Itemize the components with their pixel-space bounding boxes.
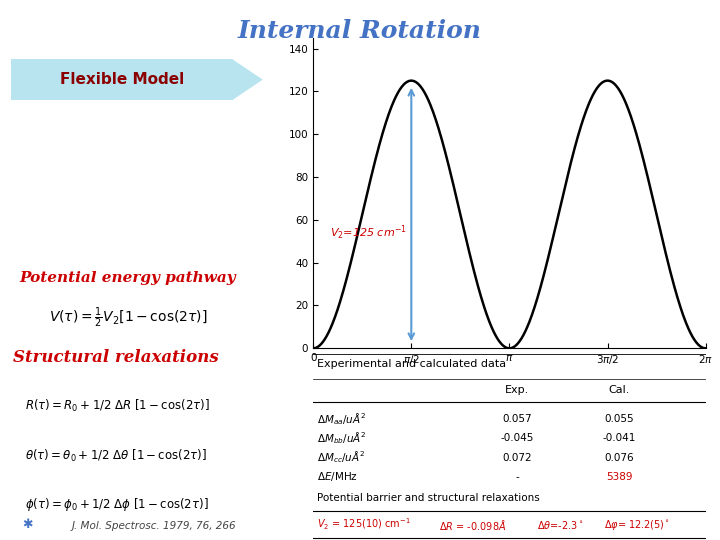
Text: $\Delta\theta$=-2.3$^\circ$: $\Delta\theta$=-2.3$^\circ$ (537, 518, 583, 531)
Text: J. Mol. Spectrosc. 1979, 76, 266: J. Mol. Spectrosc. 1979, 76, 266 (72, 521, 237, 531)
Text: Structural relaxations: Structural relaxations (13, 349, 219, 366)
Text: $\Delta\varphi$= 12.2(5)$^\circ$: $\Delta\varphi$= 12.2(5)$^\circ$ (603, 518, 670, 532)
Text: $\theta(\tau) = \theta_0 + 1/2\ \Delta\theta\ [1 - \cos(2\tau)]$: $\theta(\tau) = \theta_0 + 1/2\ \Delta\t… (25, 448, 207, 464)
Text: 0.072: 0.072 (503, 453, 532, 463)
Text: Cal.: Cal. (608, 386, 630, 395)
Text: $\Delta R$ = -0.098$\AA$: $\Delta R$ = -0.098$\AA$ (438, 518, 506, 532)
Text: $V_2$ = 125(10) cm$^{-1}$: $V_2$ = 125(10) cm$^{-1}$ (317, 517, 411, 532)
Text: Internal Rotation: Internal Rotation (238, 19, 482, 43)
Text: $R(\tau) = R_0 + 1/2\ \Delta R\ [1 - \cos(2\tau)]$: $R(\tau) = R_0 + 1/2\ \Delta R\ [1 - \co… (25, 398, 210, 414)
Text: Exp.: Exp. (505, 386, 529, 395)
Text: Potential barrier and structural relaxations: Potential barrier and structural relaxat… (317, 493, 540, 503)
Text: 5389: 5389 (606, 472, 633, 482)
Text: 0.076: 0.076 (605, 453, 634, 463)
Text: 0.057: 0.057 (503, 414, 532, 424)
Text: Potential energy pathway: Potential energy pathway (19, 271, 235, 285)
Text: $\Delta M_{bb}/u\AA^2$: $\Delta M_{bb}/u\AA^2$ (317, 430, 366, 446)
Text: $\Delta E$/MHz: $\Delta E$/MHz (317, 470, 358, 483)
Text: -: - (516, 472, 519, 482)
Text: -0.041: -0.041 (603, 434, 636, 443)
Text: $\Delta M_{cc}/u\AA^2$: $\Delta M_{cc}/u\AA^2$ (317, 450, 366, 465)
Text: Experimental and calculated data: Experimental and calculated data (317, 359, 506, 369)
Text: 0.055: 0.055 (605, 414, 634, 424)
Text: ✱: ✱ (22, 518, 33, 531)
Text: -0.045: -0.045 (500, 434, 534, 443)
Polygon shape (11, 59, 233, 100)
Text: $V(\tau) = \frac{1}{2}V_2[1 - \cos(2\tau)]$: $V(\tau) = \frac{1}{2}V_2[1 - \cos(2\tau… (48, 306, 207, 330)
Text: $\Delta M_{aa}/u\AA^2$: $\Delta M_{aa}/u\AA^2$ (317, 411, 366, 427)
Text: Flexible Model: Flexible Model (60, 72, 184, 87)
Polygon shape (233, 59, 263, 100)
Text: $\mathit{V_2}$=125 cm$^{-1}$: $\mathit{V_2}$=125 cm$^{-1}$ (330, 224, 406, 242)
Text: $\phi(\tau) = \phi_0 + 1/2\ \Delta\phi\ [1 - \cos(2\tau)]$: $\phi(\tau) = \phi_0 + 1/2\ \Delta\phi\ … (25, 496, 209, 514)
